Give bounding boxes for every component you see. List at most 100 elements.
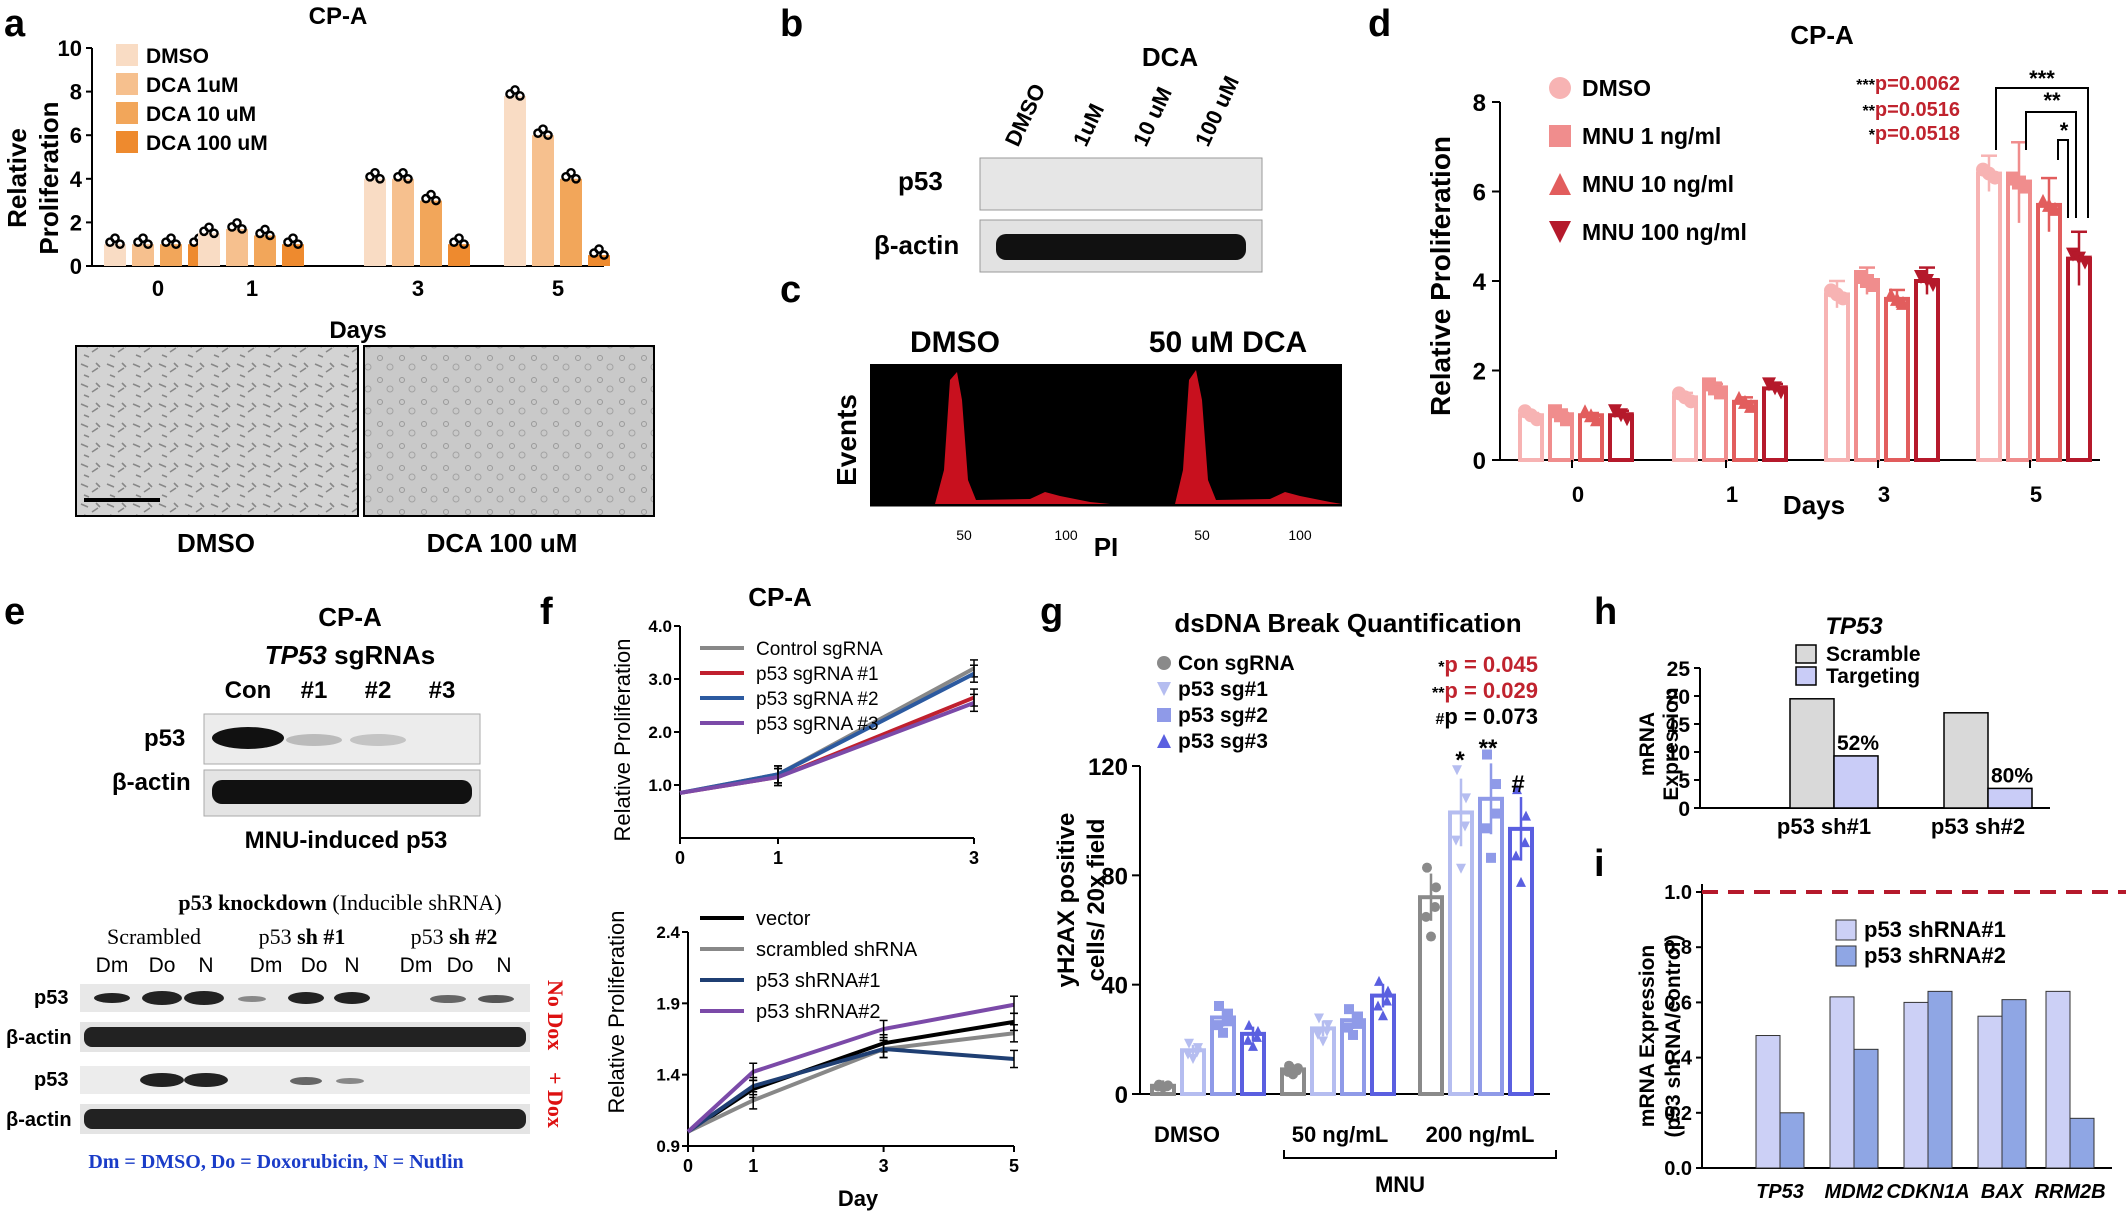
x-tick-label: MDM2 <box>1825 1181 1884 1203</box>
group-label: DMSO <box>1154 1122 1220 1147</box>
x-tick-label: 1 <box>773 848 783 868</box>
data-point <box>1762 377 1776 392</box>
panel-h-title: TP53 <box>1825 613 1883 640</box>
bar <box>560 178 582 266</box>
mnu-label: MNU <box>1375 1172 1425 1197</box>
blot-row-label: p53 <box>34 1069 68 1091</box>
panel-a-title: CP-A <box>309 3 368 30</box>
panel-i: mRNA Expression (p53 shRNA/control) 0.00… <box>1636 882 2126 1203</box>
data-point <box>459 239 469 249</box>
legend-label: p53 shRNA#2 <box>1864 943 2006 968</box>
side-label-nodox: No Dox <box>543 980 568 1050</box>
legend-marker <box>1549 173 1571 195</box>
panel-c: DMSO 50 uM DCA Events 50 100 50 100 PI <box>831 326 1342 562</box>
legend-label: p53 sg#2 <box>1178 704 1268 727</box>
legend-label: p53 sgRNA #2 <box>756 689 879 710</box>
panel-f-xlabel: Day <box>838 1186 879 1211</box>
data-point <box>1521 810 1531 821</box>
flow-ylabel: Events <box>831 394 862 486</box>
lane-label: 10 uM <box>1128 83 1177 150</box>
pvalue-text: ***p=0.0062 <box>1856 73 1960 95</box>
group-label: Scrambled <box>107 924 201 949</box>
data-point <box>1382 995 1392 1006</box>
lane-label: 100 uM <box>1190 72 1244 150</box>
flow-tick: 50 <box>956 527 972 543</box>
data-point <box>1218 1027 1228 1038</box>
group-label: 50 ng/mL <box>1292 1122 1389 1147</box>
y-tick-label: 10 <box>58 36 82 61</box>
data-point <box>1213 1020 1223 1031</box>
data-point <box>110 233 120 243</box>
panel-d-title: CP-A <box>1790 20 1854 50</box>
data-point <box>510 85 520 95</box>
panel-g-ylabel-1: yH2AX positive <box>1053 813 1080 988</box>
bar <box>364 178 386 266</box>
bar <box>160 244 182 266</box>
x-tick-label: RRM2B <box>2034 1181 2105 1203</box>
data-point <box>1184 1038 1194 1049</box>
x-tick-label: 5 <box>1009 1156 1019 1176</box>
x-tick-label: p53 sh#1 <box>1777 814 1871 839</box>
y-tick-label: 40 <box>1101 973 1128 1000</box>
y-tick-label: 0.4 <box>1664 1048 1693 1070</box>
data-point <box>2078 255 2092 270</box>
x-tick-label: 1 <box>1726 482 1738 507</box>
bar <box>1789 698 1835 809</box>
blot-row-label: β-actin <box>6 1109 72 1131</box>
bar <box>1779 1112 1805 1169</box>
panel-e-title: CP-A <box>318 602 382 632</box>
y-tick-label: 5 <box>1678 770 1690 793</box>
legend-label: p53 sg#1 <box>1178 678 1268 701</box>
lane-label: DMSO <box>1000 80 1051 150</box>
data-point <box>1836 291 1850 306</box>
x-tick-label: 0 <box>1572 482 1584 507</box>
data-point <box>1590 412 1604 427</box>
y-tick-label: 4 <box>70 167 83 192</box>
data-point <box>1684 394 1698 409</box>
y-tick-label: 0 <box>1473 448 1486 475</box>
data-point <box>209 228 219 239</box>
band <box>996 234 1246 260</box>
data-point <box>138 233 148 243</box>
x-tick-label: 3 <box>969 848 979 868</box>
data-point <box>375 173 385 184</box>
flow-tick: 100 <box>1288 527 1312 543</box>
legend-swatch <box>1795 644 1817 664</box>
bar <box>2066 256 2092 462</box>
flow-histogram-dmso <box>870 364 1110 506</box>
data-point <box>1284 1060 1294 1071</box>
chart-f-top: 1.0 2.0 3.0 4.0 0 1 3 Control sgRNA p53 sgRNA #1… <box>648 617 979 868</box>
chart-f-bottom: 0.9 1.4 1.9 2.4 0 1 3 5 vector scrambled shRNA p53… <box>656 908 1019 1176</box>
band <box>286 734 342 746</box>
lane-label: Do <box>301 954 328 977</box>
y-tick-label: 2 <box>70 210 82 235</box>
data-point <box>1988 170 2002 185</box>
data-point <box>571 173 581 184</box>
y-tick-label: 0 <box>70 254 82 279</box>
lane-label: Dm <box>400 954 433 977</box>
data-point <box>1896 295 1910 310</box>
y-tick-label: 2.0 <box>648 723 672 742</box>
y-tick-label: 4 <box>1473 269 1487 296</box>
legend-label: DCA 10 uM <box>146 103 256 126</box>
y-tick-label: 1.4 <box>656 1066 680 1085</box>
data-point <box>1481 823 1491 834</box>
bar <box>254 235 276 266</box>
group-label: p53 sh #1 <box>259 924 346 949</box>
data-point <box>1188 1054 1198 1065</box>
bar <box>2069 1117 2095 1169</box>
data-point <box>398 167 408 178</box>
blot-row-label: β-actin <box>112 769 191 796</box>
data-point <box>1460 821 1470 832</box>
data-point <box>1620 412 1634 427</box>
panel-letter-a: a <box>4 3 26 45</box>
data-point <box>2072 251 2086 266</box>
series-line <box>687 1031 1015 1134</box>
y-tick-label: 2.4 <box>656 923 680 942</box>
bar <box>1824 292 1850 462</box>
y-tick-label: 6 <box>1473 180 1486 207</box>
x-tick-label: 3 <box>1878 482 1890 507</box>
bar <box>1829 996 1855 1169</box>
data-point <box>1244 1019 1254 1030</box>
